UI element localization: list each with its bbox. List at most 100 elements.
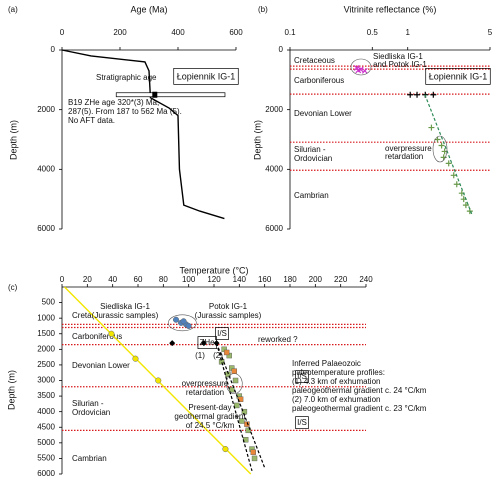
- data-point: [430, 91, 437, 98]
- annotation: reworked ?: [258, 335, 298, 344]
- annotation: I/S: [297, 372, 307, 381]
- panel-label: (b): [258, 5, 268, 14]
- annotation: (Jurassic samples): [92, 311, 159, 320]
- annotation: retardation: [186, 388, 224, 397]
- data-point: [440, 154, 447, 161]
- x-tick-label: 140: [233, 275, 247, 284]
- x-tick-label: 220: [334, 275, 348, 284]
- y-tick-label: 0: [51, 45, 56, 54]
- annotation: (2) 7.0 km of exhumation: [292, 395, 380, 404]
- x-tick-label: 180: [283, 275, 297, 284]
- annotation: of 24.5 °C/km: [186, 421, 235, 430]
- y-tick-label: 5500: [37, 454, 55, 463]
- annotation: ZHe: [199, 338, 215, 347]
- series-label: Stratigraphic age: [96, 73, 157, 82]
- note: 287(5). From 187 to 562 Ma (5).: [68, 107, 182, 116]
- data-point: [185, 322, 192, 330]
- y-tick-label: 6000: [37, 224, 55, 233]
- annotation: (2): [213, 351, 223, 360]
- x-tick-label: 0.5: [367, 28, 379, 37]
- layer-label: Cretaceous: [294, 56, 335, 65]
- data-point: [407, 91, 414, 98]
- data-point: [229, 387, 235, 393]
- annotation: Potok IG-1: [209, 302, 248, 311]
- series-line: [424, 94, 473, 215]
- x-tick-label: 60: [134, 275, 143, 284]
- label-box: [197, 336, 217, 349]
- layer-label: Devonian Lower: [294, 109, 352, 118]
- data-point: [223, 349, 230, 356]
- highlight: [225, 373, 243, 394]
- data-point: [361, 67, 368, 74]
- data-point: [231, 368, 237, 374]
- data-point: [438, 142, 445, 149]
- annotation: overpressure: [182, 379, 229, 388]
- data-point: [108, 330, 115, 337]
- y-tick-label: 500: [42, 298, 56, 307]
- layer-label: Cambrian: [294, 191, 329, 200]
- y-tick-label: 4000: [37, 407, 55, 416]
- layer-label: Devonian Lower: [72, 361, 130, 370]
- panel-label: (a): [8, 5, 18, 14]
- highlight: [432, 135, 448, 163]
- y-tick-label: 1500: [37, 329, 55, 338]
- annotation: I/S: [297, 418, 307, 427]
- x-axis-title: Vitrinite reflectance (%): [344, 4, 437, 14]
- x-tick-label: 5: [488, 28, 493, 37]
- panel-label: (c): [8, 283, 18, 292]
- label-box: [173, 68, 239, 85]
- label-box: [215, 327, 229, 340]
- annotation: retardation: [385, 152, 423, 161]
- y-axis-title: Depth (m): [252, 120, 262, 160]
- annotation: Present-day: [188, 403, 231, 412]
- data-point: [453, 181, 460, 188]
- data-point: [462, 202, 469, 209]
- annotation: paleogeothermal gradient c. 23 °C/km: [292, 404, 427, 413]
- annotation: geothermal gradient: [174, 412, 246, 421]
- layer-label: Carboniferous: [294, 76, 344, 85]
- data-point: [244, 421, 250, 427]
- y-tick-label: 1000: [37, 313, 55, 322]
- data-point: [132, 355, 139, 362]
- data-point: [234, 402, 240, 409]
- x-tick-label: 0.1: [284, 28, 296, 37]
- y-tick-label: 2000: [37, 344, 55, 353]
- y-tick-label: 2000: [265, 105, 283, 114]
- y-tick-label: 0: [279, 45, 284, 54]
- annotation: and Potok IG-1: [373, 60, 427, 69]
- x-tick-label: 160: [258, 275, 272, 284]
- annotation: I/S: [217, 329, 227, 338]
- label-box: [425, 68, 491, 85]
- data-point: [222, 446, 229, 453]
- label-box: [295, 370, 309, 383]
- layer-label: Carboniferous: [72, 332, 122, 341]
- y-tick-label: 6000: [265, 224, 283, 233]
- x-tick-label: 20: [83, 275, 92, 284]
- well-label: Łopiennik IG-1: [177, 71, 236, 81]
- y-tick-label: 6000: [37, 469, 55, 478]
- note: No AFT data.: [68, 116, 115, 125]
- x-tick-label: 400: [171, 28, 185, 37]
- layer-label: Ordovician: [294, 154, 332, 163]
- data-point: [232, 377, 239, 384]
- layer-label: Silurian -: [72, 399, 104, 408]
- annotation: Inferred Palaeozoic: [292, 359, 361, 368]
- annotation: Siedliska IG-1: [100, 302, 150, 311]
- x-tick-label: 200: [309, 275, 323, 284]
- y-tick-label: 2000: [37, 105, 55, 114]
- y-axis-title: Depth (m): [8, 120, 18, 160]
- data-point: [251, 455, 258, 462]
- data-point: [450, 172, 457, 179]
- well-label: Łopiennik IG-1: [429, 71, 488, 81]
- note: B19 ZHe age 320*(3) Ma,: [68, 98, 159, 107]
- annotation: (1) 4.3 km of exhumation: [292, 377, 380, 386]
- y-tick-label: 5000: [37, 438, 55, 447]
- data-point: [445, 160, 452, 167]
- x-axis-title: Age (Ma): [130, 4, 167, 14]
- series-line: [215, 342, 266, 468]
- y-tick-label: 3500: [37, 391, 55, 400]
- x-tick-label: 600: [229, 28, 243, 37]
- x-tick-label: 200: [113, 28, 127, 37]
- zhe-age: [152, 91, 158, 98]
